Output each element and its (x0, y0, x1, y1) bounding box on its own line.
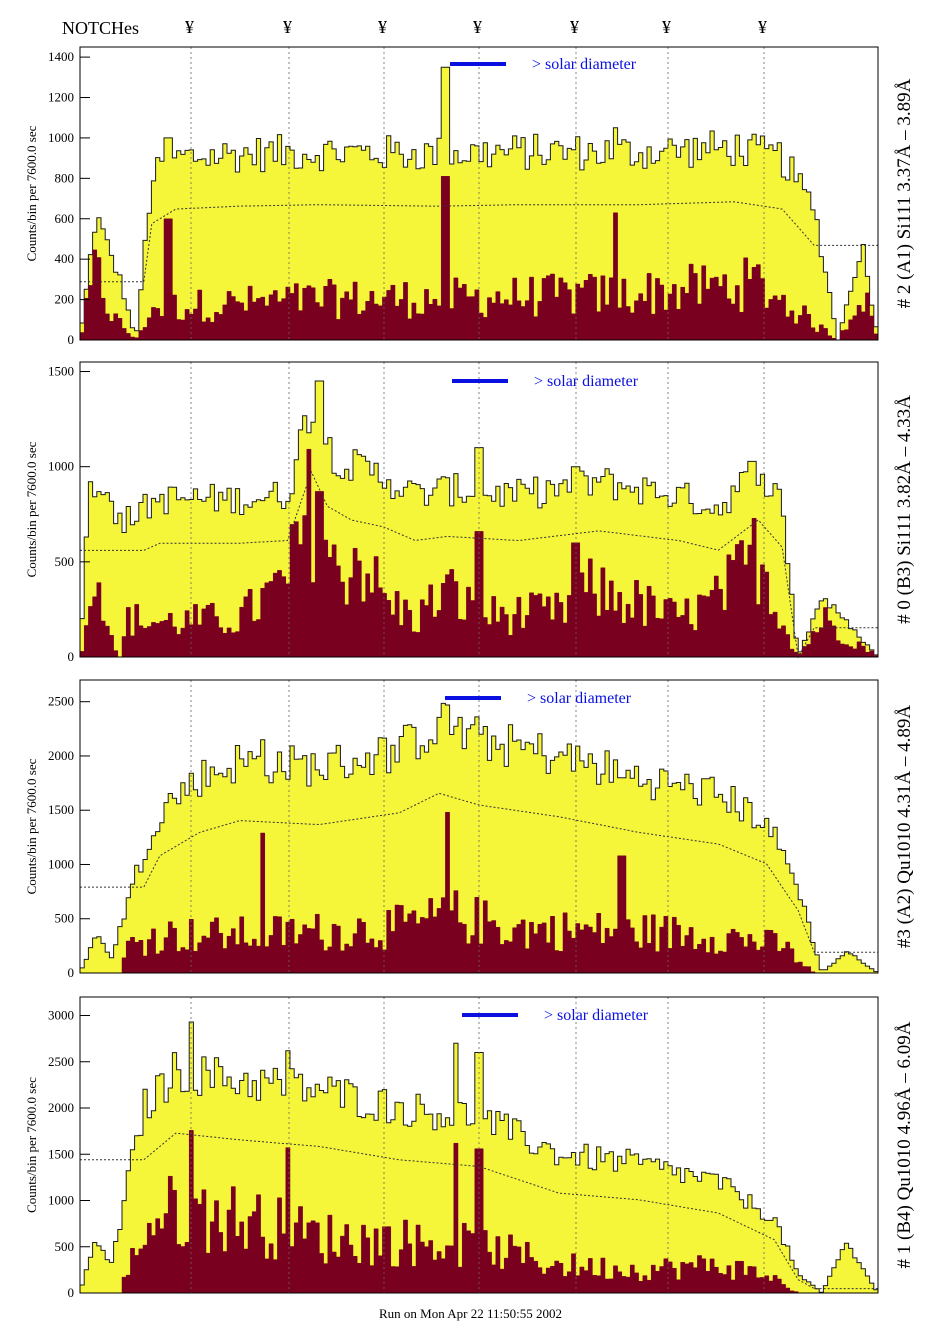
notch-marker-3: ¥ (378, 17, 387, 37)
detector-label: # 2 (A1) Si111 3.37Å – 3.89Å (894, 78, 915, 308)
detector-label: # 0 (B3) Si111 3.82Å – 4.33Å (894, 395, 915, 624)
y-axis-label: Counts/bin per 7600.0 sec (24, 441, 39, 577)
histogram-background (80, 1130, 878, 1294)
y-tick-label-500: 500 (55, 1239, 75, 1254)
plot-frame (79, 361, 879, 658)
y-tick-label-1200: 1200 (48, 90, 74, 105)
fit-curve (80, 1132, 878, 1290)
y-tick-label-500: 500 (55, 554, 75, 569)
notch-marker-7: ¥ (758, 17, 767, 37)
y-tick-label-0: 0 (68, 649, 75, 664)
y-tick-label-1500: 1500 (48, 1146, 74, 1161)
y-tick-label-1000: 1000 (48, 459, 74, 474)
y-tick-label-400: 400 (55, 251, 75, 266)
notch-marker-4: ¥ (473, 17, 482, 37)
legend-label: > solar diameter (532, 56, 637, 73)
y-tick-label-600: 600 (55, 211, 75, 226)
y-tick-label-3000: 3000 (48, 1008, 74, 1023)
plot-frame (79, 46, 879, 341)
detector-label: #3 (A2) Qu1010 4.31Å – 4.89Å (894, 705, 915, 949)
y-tick-label-2000: 2000 (48, 1100, 74, 1115)
chart-panel-1: 0 200 400 600 800 1000 1200 1400 Counts/bin per … (24, 46, 915, 347)
notch-marker-2: ¥ (283, 17, 292, 37)
run-timestamp: Run on Mon Apr 22 11:50:55 2002 (379, 1306, 562, 1321)
y-tick-label-1000: 1000 (48, 130, 74, 145)
fit-curve (80, 470, 878, 659)
detector-label: # 1 (B4) Qu1010 4.96Å – 6.09Å (894, 1021, 915, 1268)
notch-marker-6: ¥ (662, 17, 671, 37)
legend-label: > solar diameter (527, 690, 632, 707)
y-tick-label-500: 500 (55, 911, 75, 926)
chart-panel-3: 0 500 1000 1500 2000 2500 Counts/bin per 7600.… (24, 679, 915, 980)
y-tick-label-2000: 2000 (48, 748, 74, 763)
y-tick-label-1000: 1000 (48, 1193, 74, 1208)
y-tick-label-1400: 1400 (48, 49, 74, 64)
legend-label: > solar diameter (544, 1007, 649, 1024)
y-tick-label-800: 800 (55, 170, 75, 185)
y-axis-label: Counts/bin per 7600.0 sec (24, 758, 39, 894)
chart-panel-4: 0 500 1000 1500 2000 2500 3000 Counts/bin per 7… (24, 996, 915, 1300)
y-axis-label: Counts/bin per 7600.0 sec (24, 125, 39, 261)
y-tick-label-0: 0 (68, 1285, 75, 1300)
notch-marker-5: ¥ (570, 17, 579, 37)
plot-frame (79, 679, 879, 974)
y-tick-label-2500: 2500 (48, 1054, 74, 1069)
chart-panel-2: 0 500 1000 1500 Counts/bin per 7600.0 sec > s… (24, 361, 915, 664)
y-tick-label-2500: 2500 (48, 694, 74, 709)
y-tick-label-0: 0 (68, 965, 75, 980)
histogram-background (80, 811, 878, 974)
y-tick-label-0: 0 (68, 332, 75, 347)
fit-curve (80, 201, 878, 283)
y-tick-label-1500: 1500 (48, 802, 74, 817)
y-tick-label-200: 200 (55, 292, 75, 307)
legend-label: > solar diameter (534, 373, 639, 390)
y-axis-label: Counts/bin per 7600.0 sec (24, 1077, 39, 1213)
notch-marker-1: ¥ (185, 17, 194, 37)
notches-title: NOTCHes (62, 18, 139, 38)
y-tick-label-1000: 1000 (48, 856, 74, 871)
y-tick-label-1500: 1500 (48, 364, 74, 379)
plot-frame (79, 996, 879, 1294)
